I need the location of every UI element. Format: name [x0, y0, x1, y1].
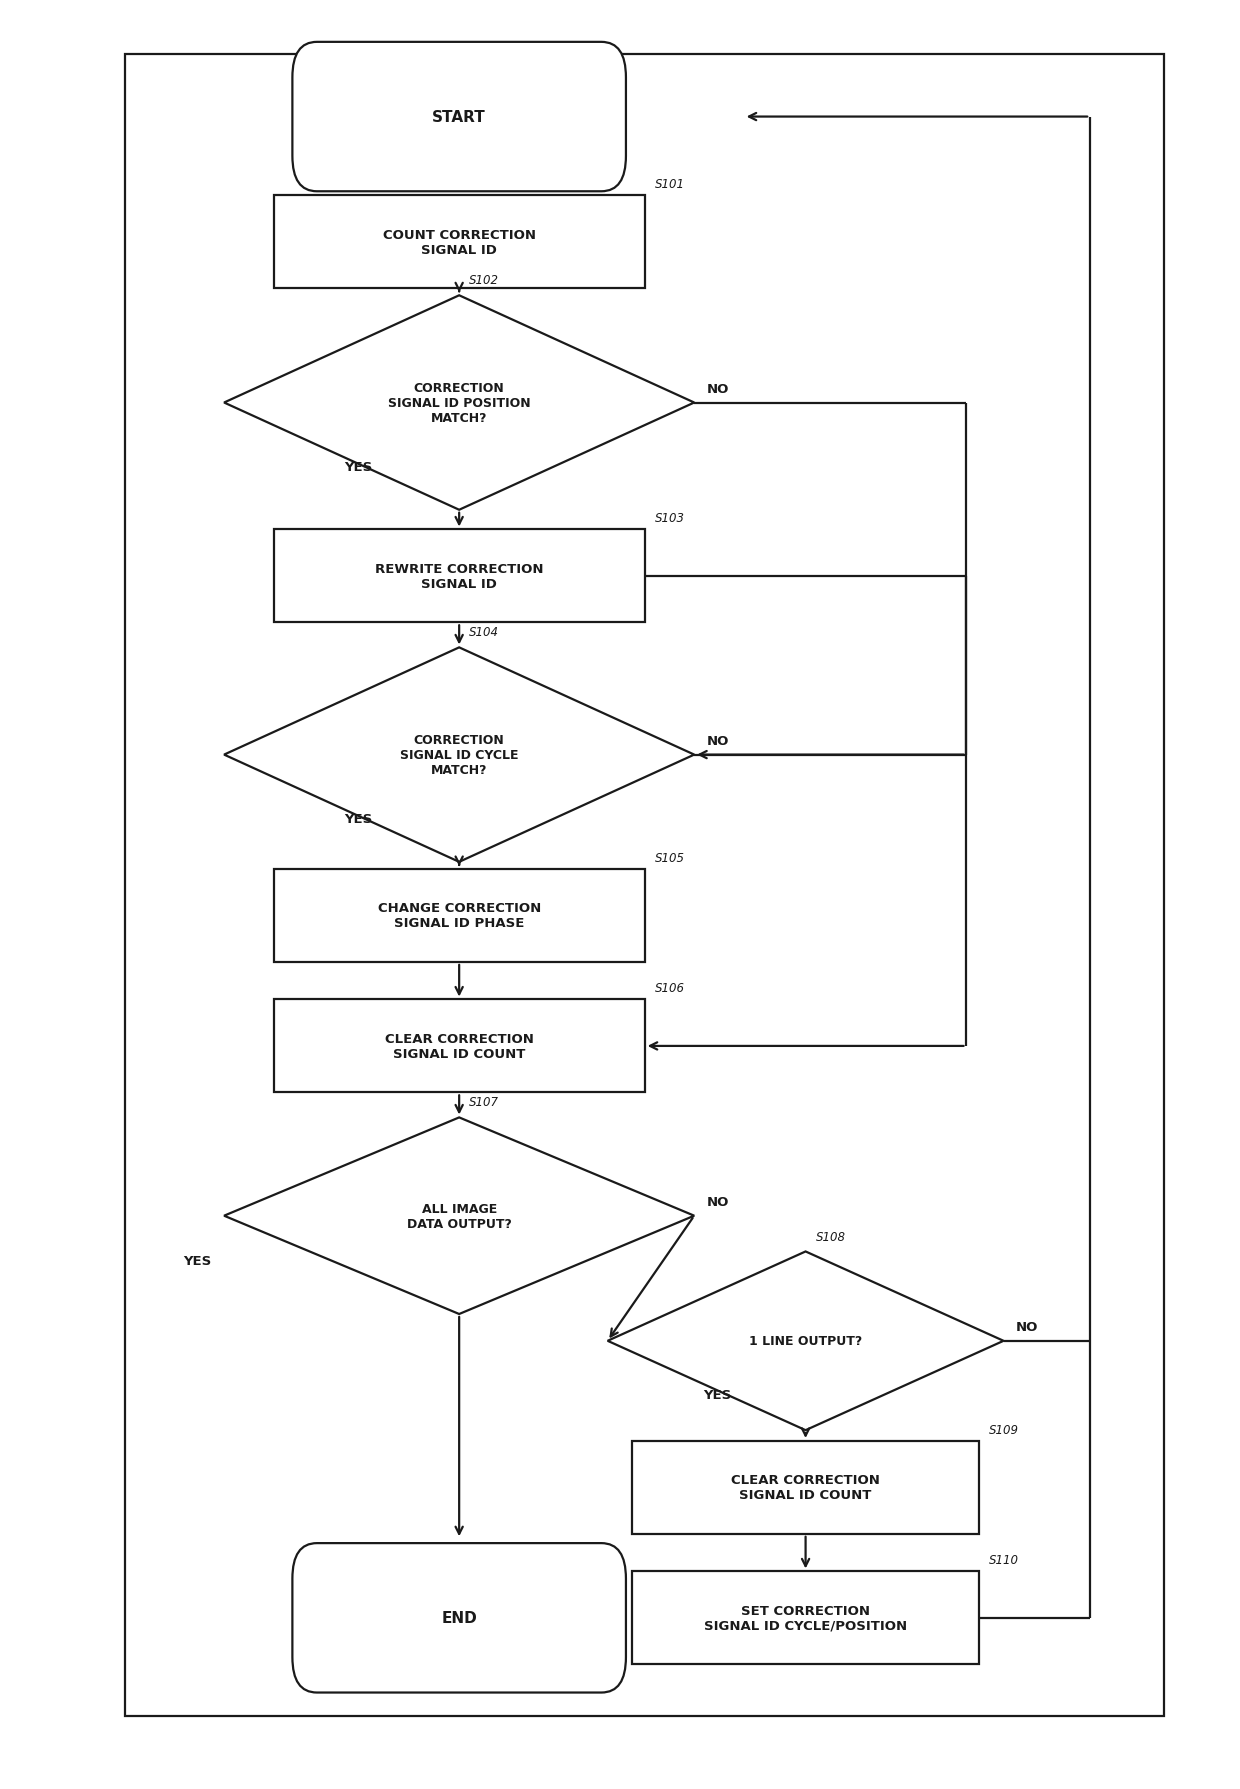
FancyBboxPatch shape [293, 43, 626, 191]
Polygon shape [224, 648, 694, 862]
Text: COUNT CORRECTION
SIGNAL ID: COUNT CORRECTION SIGNAL ID [383, 229, 536, 256]
Text: S110: S110 [988, 1553, 1019, 1565]
Text: END: END [441, 1610, 477, 1626]
Text: CLEAR CORRECTION
SIGNAL ID COUNT: CLEAR CORRECTION SIGNAL ID COUNT [732, 1474, 880, 1501]
FancyBboxPatch shape [293, 1544, 626, 1692]
Text: YES: YES [345, 462, 372, 474]
Text: NO: NO [707, 735, 729, 748]
Text: CHANGE CORRECTION
SIGNAL ID PHASE: CHANGE CORRECTION SIGNAL ID PHASE [377, 902, 541, 930]
Text: YES: YES [703, 1388, 732, 1401]
Text: 1 LINE OUTPUT?: 1 LINE OUTPUT? [749, 1335, 862, 1347]
Text: S108: S108 [816, 1229, 846, 1243]
Text: CORRECTION
SIGNAL ID POSITION
MATCH?: CORRECTION SIGNAL ID POSITION MATCH? [388, 381, 531, 424]
Text: CORRECTION
SIGNAL ID CYCLE
MATCH?: CORRECTION SIGNAL ID CYCLE MATCH? [401, 733, 518, 776]
Text: S102: S102 [469, 274, 498, 288]
Text: S106: S106 [655, 982, 684, 995]
Text: S104: S104 [469, 626, 498, 639]
Text: S107: S107 [469, 1097, 498, 1109]
Text: NO: NO [707, 1195, 729, 1208]
Bar [125, 55, 1164, 1716]
Text: NO: NO [707, 383, 729, 395]
Bar [274, 869, 645, 962]
Text: ALL IMAGE
DATA OUTPUT?: ALL IMAGE DATA OUTPUT? [407, 1202, 512, 1231]
Text: REWRITE CORRECTION
SIGNAL ID: REWRITE CORRECTION SIGNAL ID [374, 562, 543, 590]
Bar [632, 1571, 978, 1664]
Text: SET CORRECTION
SIGNAL ID CYCLE/POSITION: SET CORRECTION SIGNAL ID CYCLE/POSITION [704, 1605, 908, 1632]
Polygon shape [608, 1252, 1003, 1431]
Bar [274, 530, 645, 623]
Text: CLEAR CORRECTION
SIGNAL ID COUNT: CLEAR CORRECTION SIGNAL ID COUNT [384, 1032, 533, 1061]
Text: S105: S105 [655, 852, 684, 864]
Bar [632, 1442, 978, 1533]
Text: S103: S103 [655, 512, 684, 524]
Polygon shape [224, 297, 694, 510]
Text: S101: S101 [655, 177, 684, 191]
Text: START: START [433, 109, 486, 125]
Text: NO: NO [1016, 1320, 1038, 1333]
Text: YES: YES [345, 812, 372, 827]
Polygon shape [224, 1118, 694, 1315]
Bar [274, 197, 645, 290]
Bar [274, 1000, 645, 1093]
Text: YES: YES [184, 1254, 212, 1267]
Text: S109: S109 [988, 1422, 1019, 1437]
